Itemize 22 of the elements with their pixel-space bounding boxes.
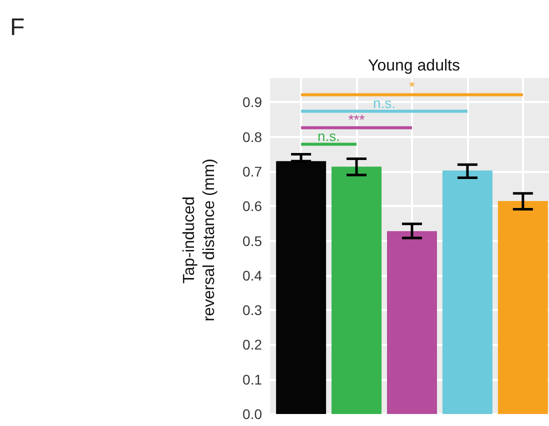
annotation: n.s. — [372, 95, 396, 112]
y-tick-label: 0.6 — [242, 198, 262, 214]
chart-title: Young adults — [368, 58, 460, 74]
text: F — [10, 14, 25, 42]
bar — [332, 166, 382, 414]
bar — [276, 161, 326, 414]
y-tick-label: 0.2 — [242, 336, 262, 353]
y-tick-label: 0.3 — [242, 302, 262, 318]
bar — [442, 170, 492, 414]
y-tick-label: 0.7 — [242, 164, 262, 180]
bar — [498, 200, 548, 414]
y-tick-label: 0.4 — [242, 267, 262, 284]
annotation: * — [409, 78, 416, 95]
annotation: n.s. — [318, 128, 340, 144]
y-tick-label: 0.1 — [242, 371, 262, 388]
y-tick-label: 0.9 — [242, 94, 262, 110]
bar — [386, 231, 437, 414]
y-axis-title: Tap-induced reversal distance (mm) — [180, 158, 219, 322]
annotation: *** — [348, 112, 366, 128]
y-tick-label: 0.0 — [242, 406, 262, 422]
y-tick-label: 0.8 — [242, 128, 262, 145]
y-tick-label: 0.5 — [242, 232, 262, 249]
